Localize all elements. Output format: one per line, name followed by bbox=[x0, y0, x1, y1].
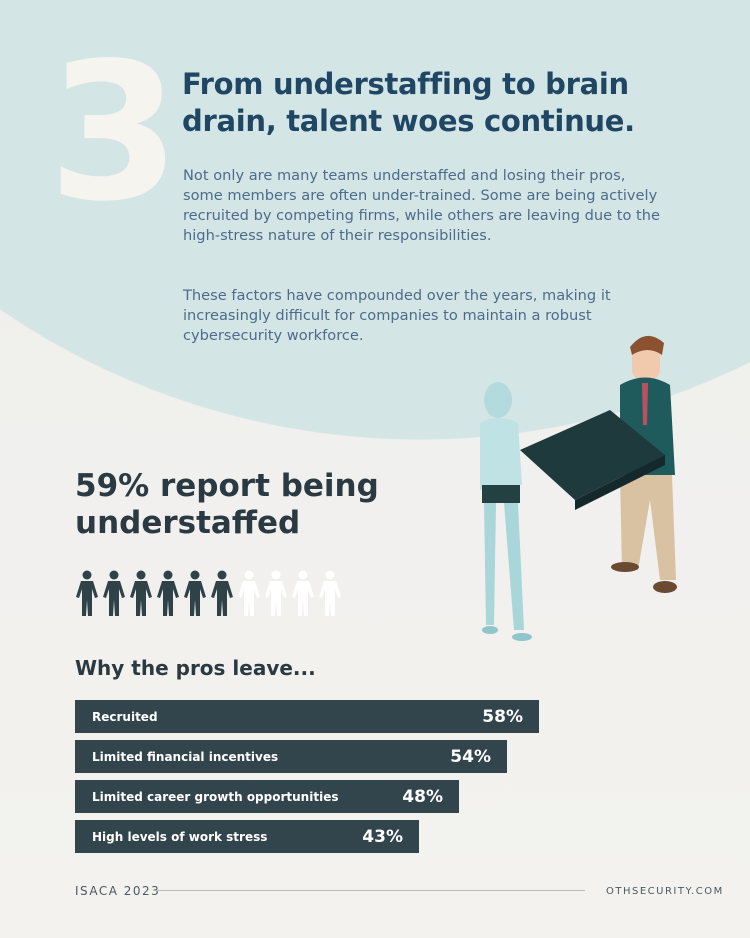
person-icon bbox=[103, 570, 125, 616]
person-icon bbox=[130, 570, 152, 616]
bar-label: Recruited bbox=[92, 709, 158, 724]
person-icon bbox=[211, 570, 233, 616]
bar-value: 58% bbox=[482, 706, 523, 727]
bar-value: 43% bbox=[362, 826, 403, 847]
paragraph-1: Not only are many teams understaffed and… bbox=[183, 167, 660, 244]
robot-and-man-illustration bbox=[480, 335, 677, 641]
bar-value: 48% bbox=[402, 786, 443, 807]
headline: From understaffing to brain drain, talen… bbox=[182, 67, 635, 138]
person-icon bbox=[76, 570, 98, 616]
bar-label: Limited career growth opportunities bbox=[92, 789, 339, 804]
person-icon bbox=[238, 570, 260, 616]
people-pictogram bbox=[75, 570, 342, 616]
person-icon bbox=[319, 570, 341, 616]
person-icon bbox=[292, 570, 314, 616]
person-icon bbox=[265, 570, 287, 616]
bar-value: 54% bbox=[450, 746, 491, 767]
robot-figure bbox=[480, 382, 532, 641]
bar-label: High levels of work stress bbox=[92, 829, 268, 844]
chart-title: Why the pros leave... bbox=[75, 656, 316, 680]
footer-site: OTHSECURITY.COM bbox=[606, 886, 724, 897]
understaffed-stat: 59% report being understaffed bbox=[75, 468, 379, 541]
bar: Recruited 58% bbox=[75, 700, 539, 733]
bar: Limited financial incentives 54% bbox=[75, 740, 507, 773]
bar: High levels of work stress 43% bbox=[75, 820, 419, 853]
paragraph-2: These factors have compounded over the y… bbox=[183, 287, 611, 344]
person-icon bbox=[157, 570, 179, 616]
footer-divider bbox=[153, 890, 585, 891]
bar: Limited career growth opportunities 48% bbox=[75, 780, 459, 813]
bar-label: Limited financial incentives bbox=[92, 749, 279, 764]
section-number: 3 bbox=[48, 22, 180, 243]
puzzle-piece bbox=[520, 410, 665, 510]
person-icon bbox=[184, 570, 206, 616]
footer-source: ISACA 2023 bbox=[75, 884, 161, 898]
